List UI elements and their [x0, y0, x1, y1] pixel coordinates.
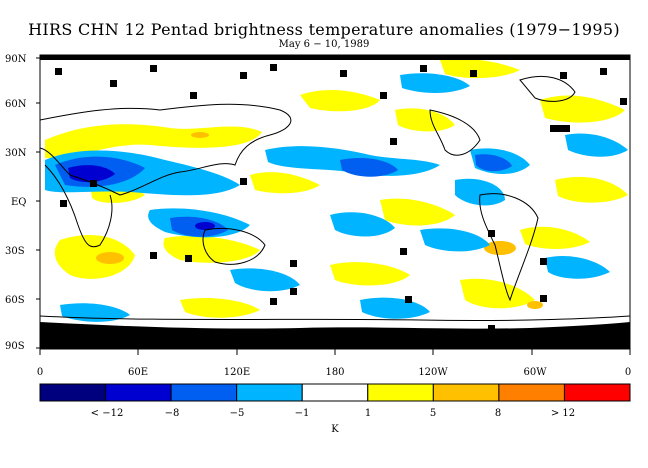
missing-data-blocks — [55, 64, 627, 332]
lat-label-eq: EQ — [11, 197, 27, 208]
map-title: HIRS CHN 12 Pentad brightness temperatur… — [28, 20, 620, 39]
legend-label-8: 8 — [495, 408, 501, 419]
top-nodata-band — [40, 55, 630, 60]
lat-label-60n: 60N — [5, 99, 27, 110]
lon-label-0: 0 — [37, 367, 43, 378]
legend-swatch — [105, 383, 172, 402]
latitude-axis — [36, 57, 40, 349]
legend-swatch — [432, 383, 500, 402]
anomaly-field — [40, 55, 630, 349]
lon-label-120w: 120W — [418, 367, 448, 378]
legend-swatch — [236, 383, 303, 402]
legend-label-1-neg: −1 — [295, 408, 310, 419]
legend-swatch — [498, 383, 565, 402]
lon-label-180: 180 — [325, 367, 344, 378]
strong-warm-spots — [96, 132, 543, 309]
lon-label-120e: 120E — [224, 367, 250, 378]
lat-label-60s: 60S — [5, 295, 25, 306]
coastlines — [40, 75, 630, 322]
legend-swatch — [301, 383, 369, 402]
lat-label-30n: 30N — [5, 148, 27, 159]
legend-swatch — [170, 383, 238, 402]
map-subtitle: May 6 − 10, 1989 — [278, 39, 370, 50]
legend-label-5: 5 — [430, 408, 436, 419]
legend-unit: K — [331, 424, 339, 435]
lon-label-60w: 60W — [523, 367, 547, 378]
legend-label-5-neg: −5 — [230, 408, 245, 419]
lat-label-30s: 30S — [5, 246, 25, 257]
longitude-axis — [39, 349, 631, 355]
lon-label-0-end: 0 — [625, 367, 631, 378]
legend-swatch — [563, 383, 631, 402]
legend-label-lt-12: < −12 — [91, 408, 124, 419]
warm-anomaly-regions — [45, 58, 628, 318]
lat-label-90s: 90S — [5, 341, 25, 352]
legend-swatch — [39, 383, 107, 402]
legend-swatch — [367, 383, 434, 402]
legend-label-8-neg: −8 — [165, 408, 180, 419]
lat-label-90n: 90N — [5, 54, 27, 65]
antarctic-nodata-band — [40, 322, 630, 349]
legend-label-1: 1 — [365, 408, 371, 419]
legend-label-gt-12: > 12 — [551, 408, 575, 419]
lon-label-60e: 60E — [128, 367, 148, 378]
color-legend — [39, 383, 631, 402]
